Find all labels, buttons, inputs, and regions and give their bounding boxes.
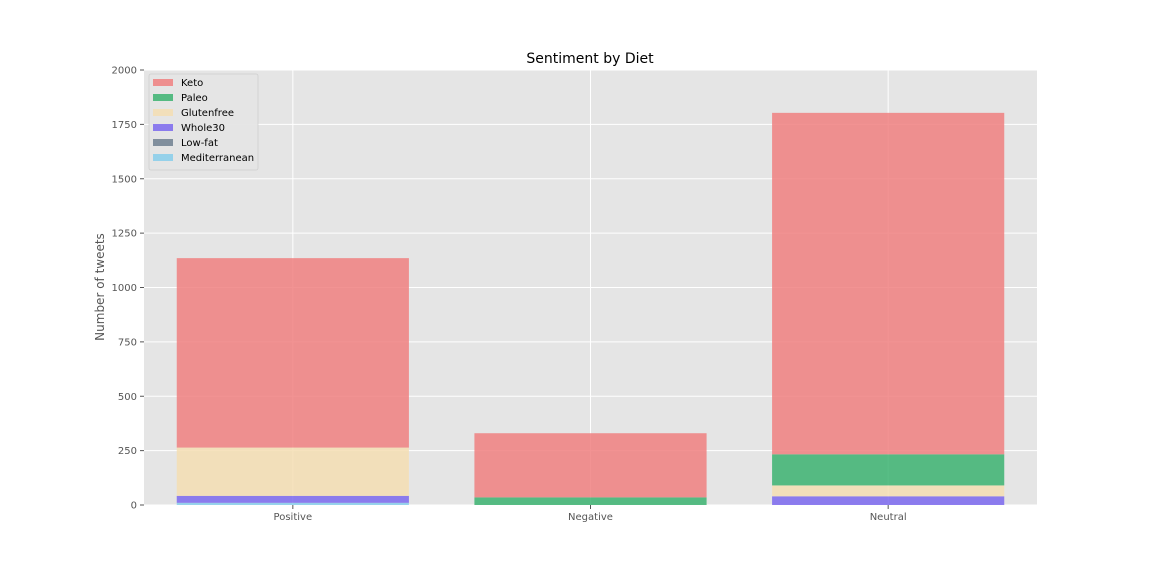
y-tick-label: 1750 [112, 120, 137, 131]
y-tick-label: 1500 [112, 174, 137, 185]
legend: Keto Paleo Glutenfree Whole30 Low-fat Mediter… [148, 73, 259, 171]
bar-segment-keto-negative [474, 433, 707, 498]
legend-swatch-mediterranean [153, 154, 173, 161]
y-tick-label: 0 [131, 501, 137, 512]
legend-label-low-fat: Low-fat [181, 138, 218, 149]
legend-label-keto: Keto [181, 78, 203, 89]
y-tick-label: 250 [118, 446, 137, 457]
legend-label-glutenfree: Glutenfree [181, 108, 234, 119]
legend-swatch-whole30 [153, 124, 173, 131]
legend-swatch-keto [153, 79, 173, 86]
chart-title: Sentiment by Diet [526, 51, 654, 67]
legend-swatch-paleo [153, 94, 173, 101]
bar-segment-glutenfree-positive [176, 447, 409, 496]
x-axis-ticks: Positive Negative Neutral [274, 505, 907, 523]
x-tick-label: Positive [274, 512, 313, 523]
bar-segment-paleo-neutral [772, 454, 1005, 486]
legend-label-mediterranean: Mediterranean [181, 153, 254, 164]
legend-swatch-low-fat [153, 139, 173, 146]
x-tick-label: Negative [568, 512, 613, 523]
y-axis-label: Number of tweets [93, 233, 107, 341]
bar-segment-whole30-positive [176, 495, 409, 503]
bars [176, 112, 1005, 505]
y-tick-label: 2000 [112, 66, 137, 77]
bar-segment-keto-neutral [772, 112, 1005, 455]
y-axis-ticks: 0 250 500 750 1000 1250 1500 1750 2000 [112, 66, 144, 512]
x-tick-label: Neutral [870, 512, 907, 523]
bar-segment-keto-positive [176, 258, 409, 448]
bar-segment-mediterranean-positive [176, 502, 409, 505]
bar-segment-paleo-negative [474, 497, 707, 505]
legend-label-paleo: Paleo [181, 93, 208, 104]
bar-segment-whole30-neutral [772, 496, 1005, 505]
y-tick-label: 750 [118, 337, 137, 348]
bar-segment-glutenfree-neutral [772, 485, 1005, 497]
legend-box [148, 73, 259, 171]
y-tick-label: 500 [118, 392, 137, 403]
y-tick-label: 1000 [112, 283, 137, 294]
legend-swatch-glutenfree [153, 109, 173, 116]
y-tick-label: 1250 [112, 229, 137, 240]
legend-label-whole30: Whole30 [181, 123, 225, 134]
